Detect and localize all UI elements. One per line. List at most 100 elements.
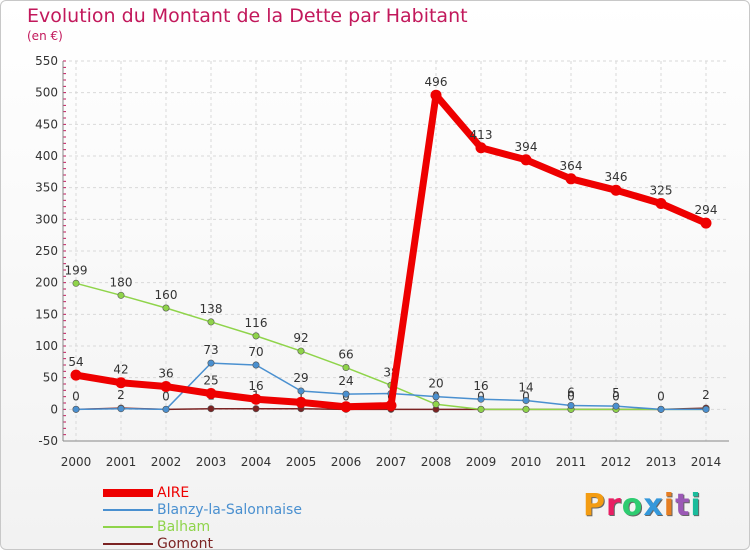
legend-label: Balham: [157, 519, 211, 535]
data-point: [252, 361, 260, 369]
legend-item: AIRE: [103, 485, 189, 501]
data-label: 394: [515, 140, 538, 154]
logo-letter: r: [606, 488, 622, 523]
data-point: [612, 402, 620, 410]
data-point: [385, 400, 397, 412]
y-tick-label: 500: [35, 86, 58, 100]
data-label: 16: [248, 379, 263, 393]
data-point: [252, 332, 260, 340]
y-tick-label: -50: [38, 434, 58, 448]
data-point: [610, 184, 622, 196]
legend-label: Blanzy-la-Salonnaise: [157, 502, 302, 518]
data-label: 2: [117, 388, 125, 402]
data-point: [565, 173, 577, 185]
logo-letter: i: [690, 488, 702, 523]
data-label: 364: [560, 159, 583, 173]
data-point: [72, 279, 80, 287]
data-point: [117, 291, 125, 299]
data-point: [205, 388, 217, 399]
data-point: [432, 400, 440, 408]
data-point: [162, 405, 170, 413]
data-label: 42: [113, 363, 128, 377]
legend-item: Gomont: [103, 536, 213, 549]
data-point: [430, 89, 442, 101]
chart-subtitle: (en €): [27, 29, 63, 43]
data-point: [657, 405, 665, 413]
y-tick-label: 150: [35, 307, 58, 321]
legend-swatch: [103, 526, 153, 528]
data-label: 36: [158, 367, 173, 381]
y-tick-label: 100: [35, 339, 58, 353]
data-label: 0: [522, 389, 530, 403]
data-point: [477, 405, 485, 413]
data-label: 413: [470, 128, 493, 142]
data-point: [475, 142, 487, 154]
y-tick-label: 450: [35, 117, 58, 131]
y-tick-label: 400: [35, 149, 58, 163]
data-label: 54: [68, 355, 83, 369]
data-label: 346: [605, 170, 628, 184]
x-tick-label: 2008: [421, 455, 452, 469]
data-label: 496: [425, 75, 448, 89]
y-tick-label: 550: [35, 54, 58, 68]
data-label: 29: [293, 371, 308, 385]
legend-item: Blanzy-la-Salonnaise: [103, 502, 302, 518]
data-label: 199: [65, 263, 88, 277]
data-point: [252, 405, 260, 413]
x-tick-label: 2006: [331, 455, 362, 469]
data-point: [522, 405, 530, 413]
x-tick-label: 2004: [241, 455, 272, 469]
x-tick-label: 2007: [376, 455, 407, 469]
logo-letter: o: [621, 488, 644, 523]
data-point: [160, 381, 172, 393]
x-tick-label: 2014: [691, 455, 722, 469]
legend-swatch: [103, 543, 153, 545]
data-label: 92: [293, 331, 308, 345]
y-tick-label: 200: [35, 276, 58, 290]
x-tick-label: 2002: [151, 455, 182, 469]
x-tick-label: 2000: [61, 455, 92, 469]
x-tick-label: 2010: [511, 455, 542, 469]
data-point: [115, 377, 127, 389]
data-point: [250, 393, 262, 405]
y-tick-label: 0: [50, 402, 58, 416]
data-point: [522, 396, 530, 404]
data-label: 70: [248, 345, 263, 359]
logo-letter: P: [583, 488, 606, 523]
data-point: [432, 393, 440, 401]
data-point: [477, 395, 485, 403]
logo-letter: x: [643, 488, 664, 523]
y-tick-label: 300: [35, 212, 58, 226]
data-label: 294: [695, 203, 718, 217]
data-point: [70, 369, 82, 381]
data-point: [72, 405, 80, 413]
legend-swatch: [103, 489, 153, 497]
data-label: 0: [567, 389, 575, 403]
data-point: [340, 401, 352, 413]
logo-letter: i: [663, 488, 676, 523]
y-tick-label: 50: [43, 371, 58, 385]
x-tick-label: 2009: [466, 455, 497, 469]
data-point: [207, 405, 215, 413]
legend-item: Balham: [103, 519, 210, 535]
data-label: 14: [518, 380, 533, 394]
x-tick-label: 2011: [556, 455, 587, 469]
logo-letter: t: [675, 488, 691, 523]
data-point: [700, 217, 712, 229]
data-point: [567, 402, 575, 410]
data-point: [342, 390, 350, 398]
chart-title: Evolution du Montant de la Dette par Hab…: [27, 5, 468, 27]
x-tick-label: 2003: [196, 455, 227, 469]
data-point: [702, 405, 710, 413]
data-point: [520, 154, 532, 166]
y-tick-label: 350: [35, 181, 58, 195]
data-label: 138: [200, 302, 223, 316]
proxiti-logo[interactable]: Proxiti: [583, 488, 702, 523]
data-label: 160: [155, 288, 178, 302]
data-point: [295, 396, 307, 408]
data-point: [207, 359, 215, 367]
data-label: 0: [657, 389, 665, 403]
x-tick-label: 2013: [646, 455, 677, 469]
data-point: [297, 387, 305, 395]
